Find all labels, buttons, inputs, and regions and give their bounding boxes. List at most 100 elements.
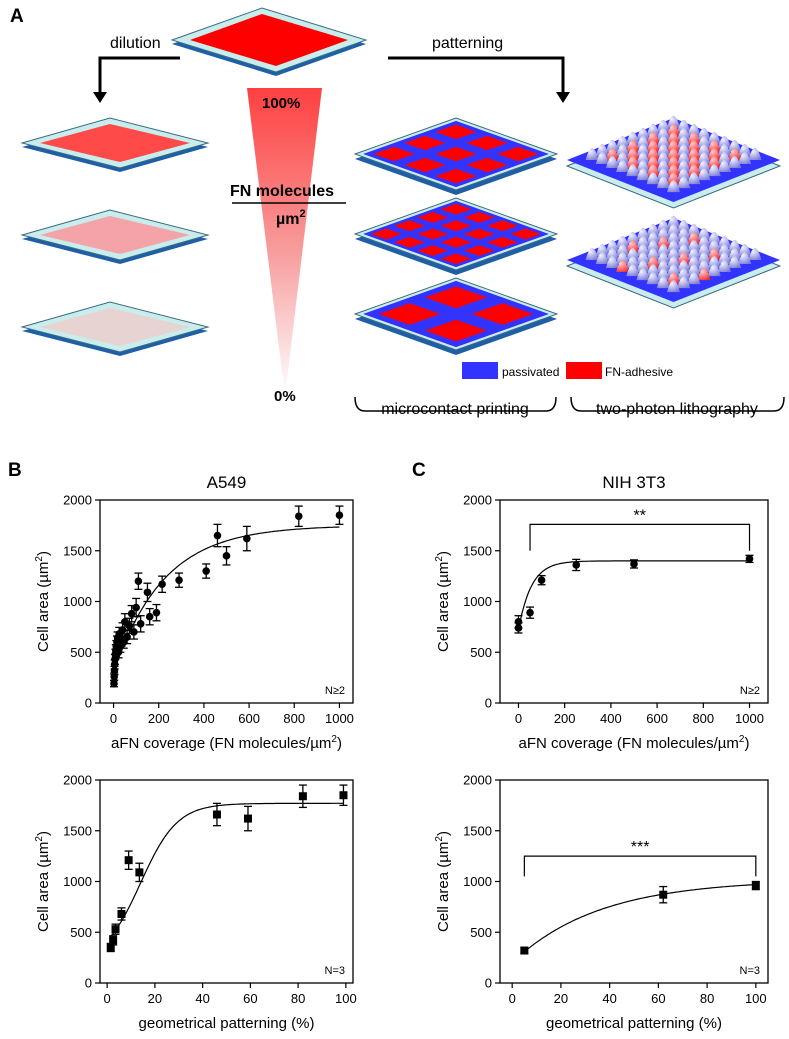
dilution-arrow xyxy=(93,56,180,103)
x-tick-label: 60 xyxy=(243,991,257,1006)
top-chip-fn-layer xyxy=(190,14,348,66)
fn-adhesive-square xyxy=(435,146,477,162)
passivated-pillar xyxy=(677,119,691,132)
passivated-pillar xyxy=(687,172,701,185)
passivated-pillar xyxy=(656,136,670,148)
passivated-pillar xyxy=(697,236,711,248)
passivated-pillar xyxy=(717,152,731,164)
passivated-pillar xyxy=(687,240,701,252)
fit-curve xyxy=(524,883,756,953)
data-point xyxy=(111,925,120,934)
passivated-pillar xyxy=(595,244,609,256)
passivated-pillar xyxy=(677,227,691,240)
x-tick-label: 1000 xyxy=(735,711,764,726)
fn-adhesive-square xyxy=(394,220,425,232)
legend-fn-label: FN-adhesive xyxy=(605,365,673,379)
fn-adhesive-pillar xyxy=(687,148,701,160)
passivated-pillar xyxy=(646,272,660,285)
x-axis-label: geometrical patterning (%) xyxy=(139,1015,315,1032)
data-point xyxy=(123,633,131,641)
chart-b2: 0 20 40 60 80 1000500100015002000geometrical … xyxy=(34,773,357,1033)
fit-curve xyxy=(113,526,340,672)
passivated-pillar xyxy=(656,252,670,264)
x-tick-label: 80 xyxy=(291,991,305,1006)
passivated-pillar xyxy=(738,252,752,264)
fn-adhesive-pillar xyxy=(646,164,660,177)
passivated-pillar xyxy=(605,140,619,152)
data-point xyxy=(294,512,303,521)
fn-adhesive-square xyxy=(487,236,518,248)
data-point xyxy=(745,555,754,563)
passivated-pillar xyxy=(626,264,640,277)
passivated-pillar xyxy=(707,131,721,144)
y-tick-label: 500 xyxy=(70,925,92,940)
fn-adhesive-square xyxy=(440,203,472,215)
passivated-pillar xyxy=(717,244,731,256)
passivated-pillar xyxy=(687,223,701,236)
data-point xyxy=(212,810,221,819)
fn-adhesive-pillar xyxy=(616,260,630,272)
data-point xyxy=(298,792,307,801)
two-photon-chip xyxy=(565,115,782,209)
passivated-pillar xyxy=(616,152,630,164)
fn-adhesive-square xyxy=(371,228,402,240)
x-tick-label: 0 xyxy=(509,991,516,1006)
passivated-pillar xyxy=(656,127,670,140)
chart-b1: A549 0 200 400 600 800 1000 0 500 1000 1500 2000 aFN… xyxy=(34,473,354,752)
fit-curve xyxy=(110,802,344,937)
sample-size-label: N=3 xyxy=(740,965,761,977)
fn-adhesive-square xyxy=(417,228,449,240)
passivated-pillar xyxy=(677,160,691,172)
legend-passivated-label: passivated xyxy=(502,365,559,379)
passivated-pillar xyxy=(605,156,619,168)
x-tick-label: 1000 xyxy=(325,711,354,726)
data-point xyxy=(109,936,118,945)
passivated-pillar xyxy=(656,160,670,172)
data-point xyxy=(520,946,529,955)
passivated-pillar xyxy=(677,168,691,181)
data-point xyxy=(136,620,145,628)
fn-adhesive-pillar xyxy=(646,131,660,144)
passivated-pillar xyxy=(697,144,711,156)
passivated-pillar xyxy=(667,215,680,228)
twophoton-label: two-photon lithography xyxy=(596,401,758,418)
dilution-chip-high xyxy=(20,117,210,172)
passivated-pillar xyxy=(646,248,660,260)
fn-adhesive-square xyxy=(466,157,508,173)
passivated-pillar xyxy=(656,244,670,256)
gradient-bottom-label: 0% xyxy=(274,388,296,405)
fn-adhesive-square xyxy=(373,146,415,162)
passivated-pillar xyxy=(636,252,650,264)
passivated-pillar xyxy=(646,240,660,252)
passivated-pillar xyxy=(667,256,680,268)
y-tick-label: 2000 xyxy=(463,493,492,508)
y-tick-label: 1500 xyxy=(63,543,92,558)
data-point xyxy=(117,909,126,918)
twophoton-bracket xyxy=(570,396,785,412)
data-point xyxy=(175,576,183,584)
passivated-pillar xyxy=(616,252,630,264)
passivated-pillar xyxy=(626,131,640,144)
fn-adhesive-square xyxy=(497,146,539,162)
passivated-pillar xyxy=(717,236,731,248)
fn-adhesive-pillar xyxy=(707,140,721,152)
x-tick-label: 0 xyxy=(110,711,117,726)
passivated-pillar xyxy=(677,136,691,148)
patterning-label: patterning xyxy=(432,35,503,52)
passivated-pillar xyxy=(738,144,752,156)
passivated-pillar xyxy=(656,260,670,272)
passivated-pillar xyxy=(697,260,711,272)
y-tick-label: 1000 xyxy=(463,874,492,889)
chart-title: A549 xyxy=(207,473,247,492)
legend-fn-swatch xyxy=(566,362,602,379)
passivated-pillar xyxy=(707,256,721,268)
x-tick-label: 600 xyxy=(238,711,260,726)
fn-adhesive-square xyxy=(440,253,472,265)
fn-adhesive-square xyxy=(510,228,541,240)
x-tick-label: 60 xyxy=(651,991,665,1006)
panel-c-label: C xyxy=(412,460,426,481)
passivated-pillar xyxy=(667,223,680,236)
fn-adhesive-pillar xyxy=(656,236,670,248)
fit-curve xyxy=(517,560,750,631)
